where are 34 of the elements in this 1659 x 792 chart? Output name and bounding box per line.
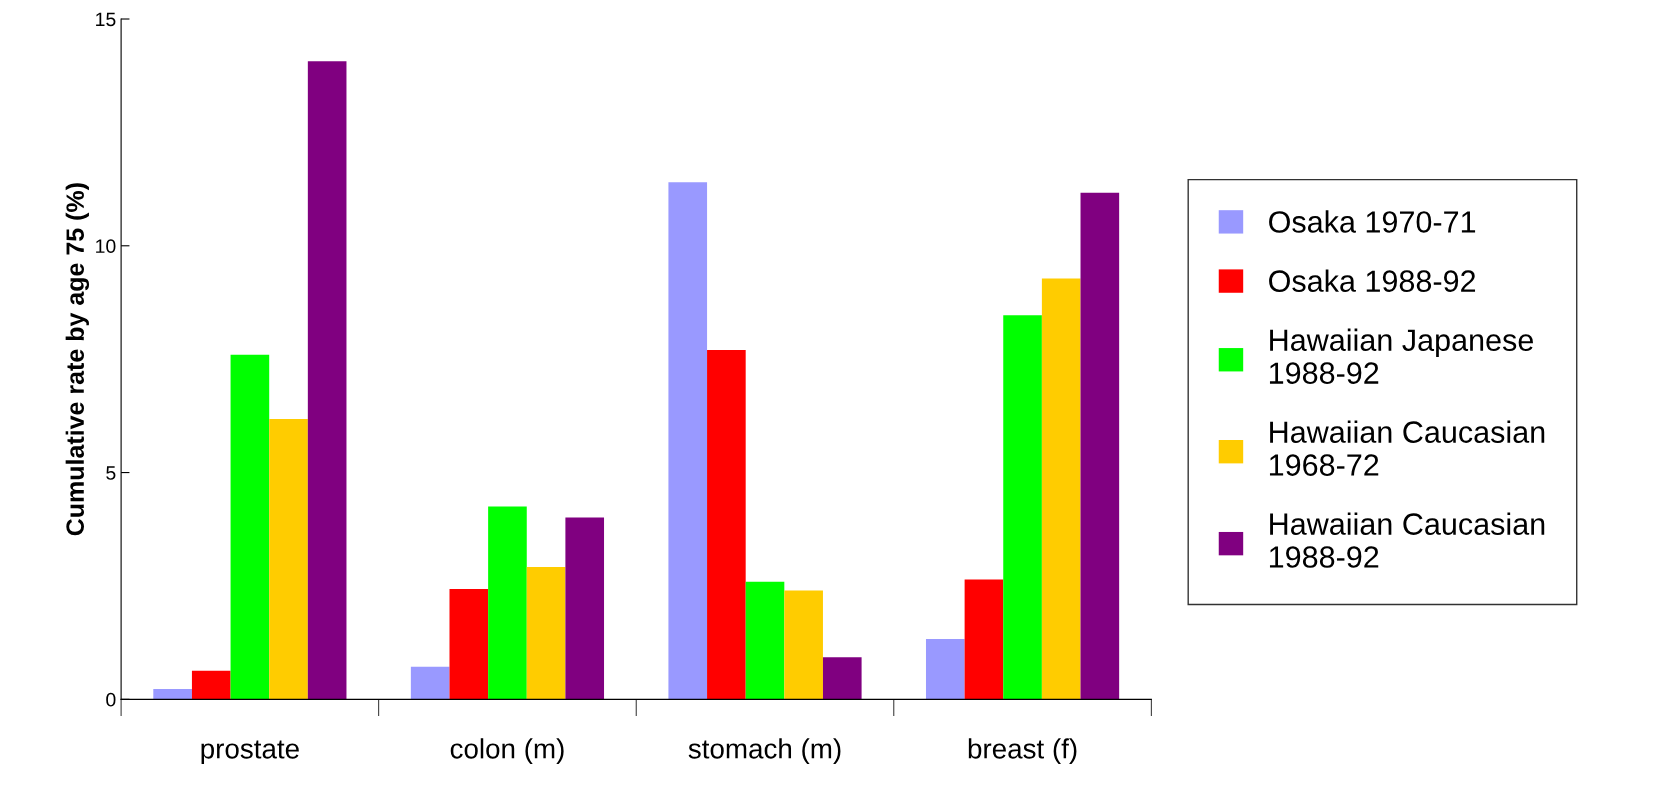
bar [1003,315,1042,700]
bar [707,350,746,700]
bar [1080,192,1120,700]
x-tick-label: breast (f) [968,738,1077,765]
bar [925,639,965,700]
x-tick-label: colon (m) [450,738,564,765]
legend-label: Hawaiian Japanese 1988-92 [1269,328,1533,384]
bar [191,670,231,700]
bar [668,182,708,700]
bar [822,657,862,700]
bar [526,566,566,700]
bar [565,517,605,700]
legend-label: Osaka 1970-71 [1269,210,1476,233]
legend-label: Osaka 1988-92 [1269,269,1476,292]
x-tick-label: prostate [201,740,299,765]
bar [230,354,270,700]
y-axis-title: Cumulative rate by age 75 (%) [65,183,90,536]
bar [488,506,527,700]
bar [269,419,308,700]
bar [307,61,347,700]
legend-label: Hawaiian Caucasian 1988-92 [1269,512,1545,568]
bar [745,581,785,700]
y-tick-label: 0 [106,692,116,707]
bar [1041,278,1081,700]
y-tick-label: 10 [96,239,116,254]
bar [784,590,823,700]
bar [410,666,450,700]
bar [153,688,192,700]
bar [449,589,489,700]
legend-label: Hawaiian Caucasian 1968-72 [1269,420,1545,476]
y-tick-label: 15 [96,12,116,27]
y-tick-label: 5 [106,466,116,480]
x-tick-label: stomach (m) [688,738,841,765]
bar [964,579,1004,700]
